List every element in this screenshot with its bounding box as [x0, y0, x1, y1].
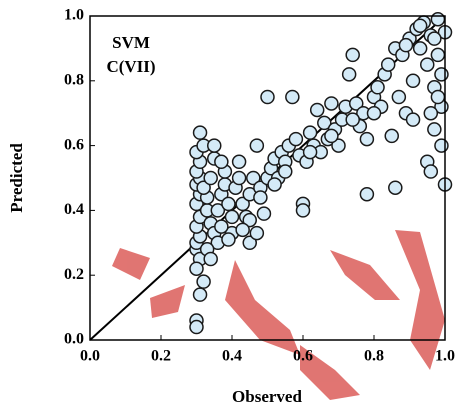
point: [235, 196, 250, 212]
point: [380, 57, 396, 72]
point: [288, 131, 304, 147]
point: [430, 11, 446, 27]
point: [366, 105, 382, 121]
y-tick-label: 0.0: [64, 331, 84, 348]
point: [224, 209, 240, 225]
point: [189, 319, 204, 335]
x-tick-label: 0.2: [151, 348, 171, 365]
point: [309, 102, 325, 118]
x-tick-label: 0.4: [222, 348, 242, 365]
point: [302, 125, 318, 140]
point: [231, 170, 247, 186]
y-tick-label: 0.4: [64, 201, 84, 218]
point: [359, 186, 375, 202]
point: [192, 125, 208, 140]
point: [420, 57, 435, 72]
point: [317, 115, 332, 131]
point: [214, 219, 229, 234]
point: [203, 251, 218, 267]
point: [189, 261, 204, 276]
point: [345, 112, 360, 127]
point: [302, 144, 318, 160]
point: [192, 287, 208, 302]
point: [341, 67, 357, 82]
point: [384, 128, 399, 144]
point: [256, 206, 272, 221]
point: [285, 89, 300, 105]
point: [434, 67, 449, 82]
watermark: [112, 230, 445, 400]
point: [267, 177, 282, 192]
point: [214, 154, 229, 170]
point: [427, 31, 442, 46]
annotation: C(VII): [106, 57, 155, 76]
point: [427, 122, 442, 137]
point: [370, 80, 385, 95]
y-tick-label: 0.2: [64, 266, 84, 283]
point: [324, 96, 339, 111]
x-tick-label: 1.0: [435, 348, 455, 365]
point: [324, 128, 339, 144]
point: [221, 196, 236, 212]
point: [246, 170, 261, 186]
point: [260, 89, 275, 105]
x-axis-label: Observed: [232, 387, 302, 406]
point: [221, 232, 236, 247]
point: [235, 222, 250, 238]
point: [231, 154, 247, 170]
point: [249, 138, 265, 153]
y-tick-label: 0.6: [64, 136, 84, 153]
point: [398, 37, 414, 53]
point: [405, 112, 421, 127]
point: [388, 180, 403, 195]
point: [430, 89, 446, 105]
point: [249, 225, 265, 241]
point: [242, 212, 257, 228]
point: [253, 190, 268, 205]
y-axis-label: Predicted: [7, 143, 26, 213]
x-tick-label: 0.8: [364, 348, 384, 365]
point: [412, 18, 428, 33]
annotation: SVM: [112, 33, 150, 52]
point: [210, 203, 226, 218]
point: [242, 235, 257, 251]
point: [203, 170, 218, 186]
point: [359, 131, 375, 147]
plot-frame: [89, 15, 446, 341]
point: [295, 203, 311, 218]
y-tick-label: 0.8: [64, 71, 84, 88]
point: [196, 274, 211, 289]
point: [349, 96, 364, 111]
point: [391, 89, 407, 105]
point: [423, 164, 439, 179]
point: [345, 47, 360, 63]
point: [434, 138, 449, 153]
point: [331, 138, 346, 153]
point: [278, 164, 293, 179]
point: [207, 138, 222, 153]
x-tick-label: 0.6: [293, 348, 313, 365]
point: [430, 47, 446, 63]
point: [196, 180, 211, 195]
x-tick-label: 0.0: [80, 348, 100, 365]
y-tick-label: 1.0: [64, 7, 84, 24]
point: [423, 105, 439, 121]
point: [412, 41, 428, 56]
point: [405, 73, 421, 89]
